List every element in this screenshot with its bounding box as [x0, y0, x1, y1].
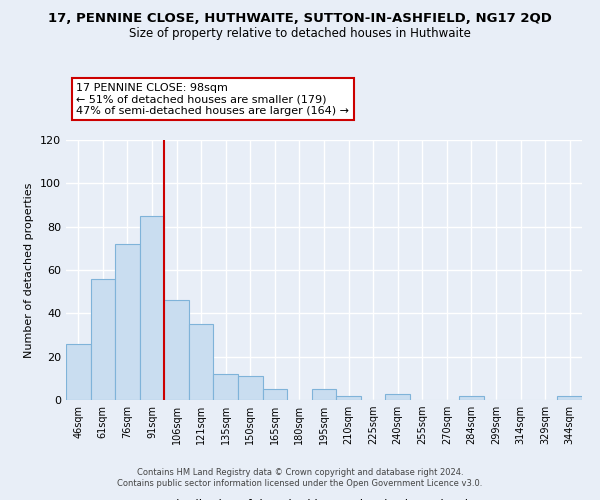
Text: Contains HM Land Registry data © Crown copyright and database right 2024.
Contai: Contains HM Land Registry data © Crown c… — [118, 468, 482, 487]
Bar — [557, 396, 582, 400]
Bar — [214, 374, 238, 400]
Bar — [115, 244, 140, 400]
Text: 17 PENNINE CLOSE: 98sqm
← 51% of detached houses are smaller (179)
47% of semi-d: 17 PENNINE CLOSE: 98sqm ← 51% of detache… — [76, 83, 349, 116]
Bar — [312, 389, 336, 400]
Bar — [238, 376, 263, 400]
Bar — [459, 396, 484, 400]
Text: 17, PENNINE CLOSE, HUTHWAITE, SUTTON-IN-ASHFIELD, NG17 2QD: 17, PENNINE CLOSE, HUTHWAITE, SUTTON-IN-… — [48, 12, 552, 26]
Bar — [385, 394, 410, 400]
Bar — [164, 300, 189, 400]
Bar — [189, 324, 214, 400]
Bar — [66, 344, 91, 400]
Y-axis label: Number of detached properties: Number of detached properties — [25, 182, 34, 358]
Bar — [263, 389, 287, 400]
Text: Size of property relative to detached houses in Huthwaite: Size of property relative to detached ho… — [129, 28, 471, 40]
Text: Distribution of detached houses by size in Huthwaite: Distribution of detached houses by size … — [167, 499, 481, 500]
Bar — [140, 216, 164, 400]
Bar — [91, 278, 115, 400]
Bar — [336, 396, 361, 400]
